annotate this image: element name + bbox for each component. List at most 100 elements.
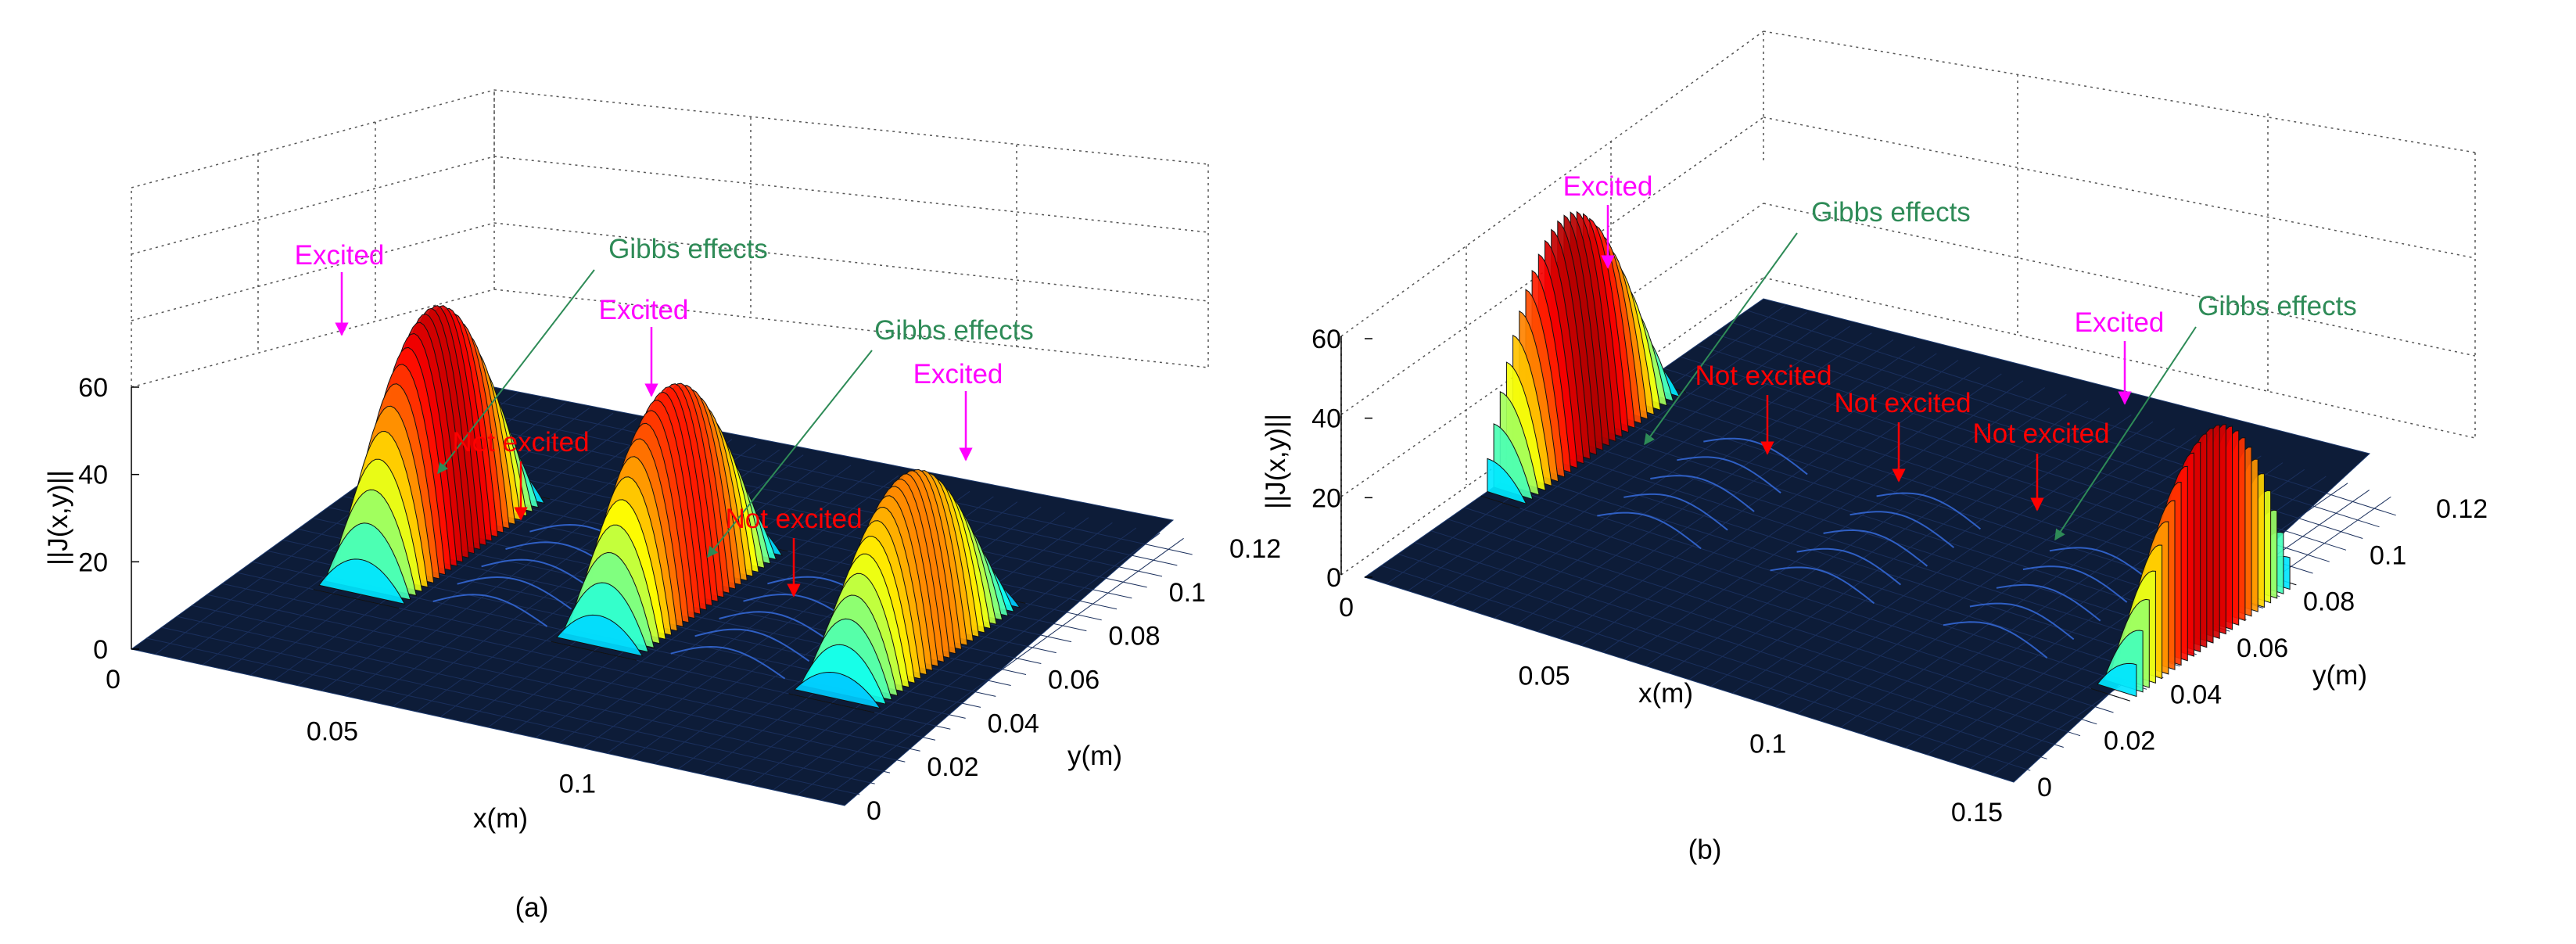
floor-mesh-line: [1464, 507, 2114, 713]
arrow-gibbs-b2: [2054, 326, 2197, 541]
z-ticks-a: 0 20 40 60: [78, 373, 139, 665]
floor-mesh-line: [1563, 437, 2214, 644]
annotation-excited-a2: Excited: [599, 295, 689, 325]
annotation-gibbs-a1: Gibbs effects: [608, 234, 768, 264]
y-tick-label: 0.06: [2237, 634, 2288, 663]
floor-mesh-line: [464, 408, 1178, 566]
y-tick-label: 0.02: [927, 752, 978, 782]
minor-bump-line: [1943, 621, 2048, 659]
y-tick-label: 0: [866, 796, 881, 826]
peak: [313, 305, 551, 609]
annotations-a: Excited Excited Excited Gibbs effects Gi…: [295, 234, 1034, 598]
annotation-excited-a3: Excited: [913, 359, 1003, 389]
peak-slice: [556, 614, 644, 657]
y-tick-label: 0.08: [1108, 622, 1160, 651]
floor-mesh-line: [176, 616, 891, 774]
z-axis-label-b: ||J(x,y)||: [1261, 414, 1291, 509]
z-tick-label: 40: [1311, 404, 1341, 434]
caption-b: (b): [1688, 835, 1722, 865]
annotation-gibbs-b1: Gibbs effects: [1811, 197, 1971, 228]
floor-mesh-line: [1480, 495, 2130, 702]
x-tick-label: 0: [1339, 593, 1354, 623]
x-tick-label: 0.15: [1951, 798, 2003, 827]
y-tick-label: 0.04: [2170, 680, 2222, 709]
arrow-gibbs-b1: [1644, 232, 1798, 446]
x-tick-label: 0.05: [307, 717, 358, 747]
z-tick-label: 60: [78, 373, 108, 403]
grid-a: [131, 89, 1209, 388]
x-tick-label: 0.1: [559, 769, 596, 799]
peak-slice: [318, 558, 406, 605]
annotation-gibbs-b2: Gibbs effects: [2197, 291, 2357, 321]
minor-bump: [1597, 437, 1808, 550]
y-tick-label: 0.12: [1229, 534, 1281, 564]
floor-mesh-line: [146, 637, 860, 795]
peak: [788, 468, 1026, 713]
floor-mesh-line: [206, 594, 920, 752]
y-tick-label: 0: [2037, 773, 2052, 802]
minor-bump-line: [1677, 456, 1781, 494]
floor-mesh-line: [1414, 542, 2064, 748]
annotation-not-excited-b3: Not excited: [1972, 418, 2109, 449]
minor-bump: [1770, 492, 1982, 605]
floor-mesh-line: [1448, 519, 2097, 725]
minor-bump-line: [1876, 492, 1982, 530]
minor-bump-line: [1650, 475, 1755, 512]
y-axis-label-a: y(m): [1067, 741, 1122, 771]
x-axis-label-b: x(m): [1638, 678, 1693, 709]
caption-a: (a): [515, 892, 549, 923]
minor-bump-line: [481, 558, 597, 593]
minor-bump-line: [1796, 547, 1902, 586]
minor-bump-line: [2022, 565, 2128, 603]
z-tick-label: 20: [78, 547, 108, 577]
minor-bump-line: [457, 576, 572, 610]
y-tick-label: 0.1: [2370, 540, 2406, 570]
floor-mesh-line: [1597, 414, 2247, 620]
floor-mesh-line: [1547, 449, 2197, 655]
minor-bump-line: [1623, 493, 1728, 531]
peak: [551, 382, 788, 661]
x-ticks-b: 0 0.05 0.1 0.15: [1339, 593, 2003, 827]
floor-mesh-line: [1730, 321, 2380, 528]
y-axis-label-b: y(m): [2312, 660, 2367, 691]
peak-slice: [2097, 662, 2137, 698]
peak-slice: [551, 641, 637, 661]
annotation-not-excited-a1: Not excited: [452, 427, 589, 458]
annotation-excited-a1: Excited: [295, 240, 385, 271]
peak-slice: [793, 671, 881, 709]
minor-bump-line: [1770, 566, 1875, 605]
annotation-not-excited-b1: Not excited: [1695, 361, 1832, 391]
minor-bump-line: [694, 628, 810, 662]
arrow-gibbs-a2: [707, 350, 873, 558]
floor-mesh-line: [479, 397, 1193, 555]
z-axis-label-a: ||J(x,y)||: [43, 470, 74, 565]
floor-mesh-line: [418, 441, 1132, 599]
floor-mesh-line: [1430, 530, 2081, 737]
y-ticks-a: 0 0.02 0.04 0.06 0.08 0.1 0.12: [866, 534, 1281, 826]
minor-bump-line: [1823, 529, 1928, 567]
peak-slice: [2090, 687, 2130, 702]
minor-bump-line: [1996, 583, 2101, 622]
z-tick-label: 40: [78, 461, 108, 490]
peak-slice: [1480, 495, 1520, 509]
annotation-excited-b2: Excited: [2075, 307, 2165, 338]
x-ticks-a: 0 0.05 0.1: [106, 665, 596, 799]
z-tick-label: 60: [1311, 325, 1341, 354]
peak: [1480, 210, 1687, 509]
peaks-b: [1480, 210, 2297, 702]
floor-mesh-line: [161, 626, 875, 784]
minor-bump-line: [719, 611, 834, 644]
y-tick-label: 0.08: [2303, 587, 2355, 617]
minor-bump-line: [1597, 511, 1702, 550]
x-axis-label-a: x(m): [473, 803, 528, 834]
minor-bump-line: [1849, 511, 1955, 548]
peak: [2090, 424, 2297, 702]
annotation-gibbs-a2: Gibbs effects: [874, 315, 1034, 346]
annotation-not-excited-b2: Not excited: [1834, 388, 1971, 418]
floor-mesh-line: [433, 430, 1147, 588]
z-tick-label: 0: [93, 635, 108, 665]
panel-b: 0 20 40 60 0 0.05 0.1 0.15 0 0.02 0.04 0.06 0.08 0.…: [1261, 31, 2488, 865]
floor-mesh-line: [448, 419, 1163, 577]
peak-slice: [1487, 458, 1527, 505]
